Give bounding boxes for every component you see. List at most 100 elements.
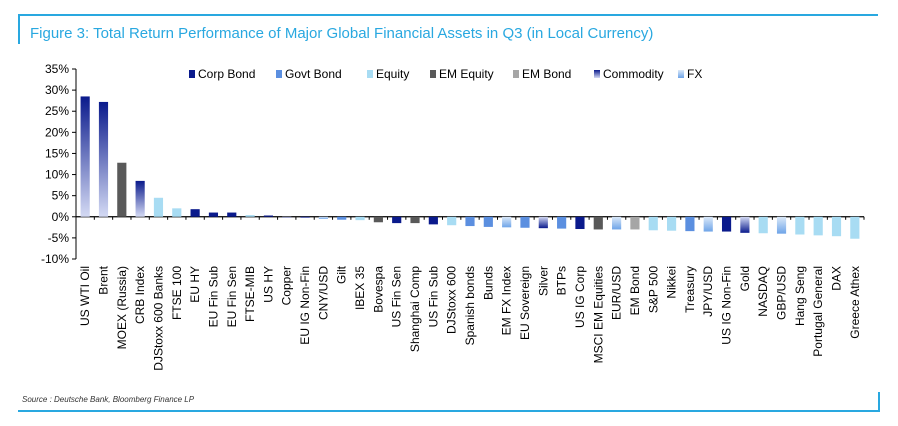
legend-swatch [430,70,436,78]
x-tick-label: Bunds [481,266,495,300]
x-tick-label: GBP/USD [775,266,789,320]
x-tick-label: IBEX 35 [353,266,367,310]
title-side-rule [18,14,20,44]
x-tick-label: EM Bond [628,266,642,315]
legend-swatch [367,70,373,78]
bar-shanghai-comp [410,216,420,224]
x-tick-label: EUR/USD [610,266,624,320]
bar-eu-ig-non-fin [300,216,310,218]
bar-em-bond [630,216,640,230]
bar-bunds [483,216,493,227]
x-tick-label: EM FX Index [500,266,514,335]
x-tick-label: DAX [830,266,844,291]
bar-us-fin-sen [392,216,402,224]
y-tick-label: 25% [45,104,69,118]
x-tick-label: US IG Non-Fin [720,266,734,345]
y-tick-label: 35% [45,62,69,76]
x-tick-label: Nikkei [665,266,679,299]
bar-btps [557,216,567,229]
bar-nikkei [667,216,677,231]
bar-copper [282,216,292,218]
bar-djstoxx-600-banks [153,197,164,217]
figure-title: Figure 3: Total Return Performance of Ma… [30,25,654,42]
title-rule [18,14,878,16]
legend-label: FX [687,67,702,81]
y-tick-label: -5% [48,231,70,245]
y-tick-label: 10% [45,168,69,182]
footer-side-rule [878,392,880,412]
bar-us-ig-non-fin [721,216,732,232]
legend-swatch [594,70,600,78]
x-tick-label: Hang Seng [793,266,807,326]
bar-eu-hy [190,209,200,217]
bar-jpy-usd [703,216,713,232]
bar-portugal-general [813,216,823,236]
bar-eu-fin-sub [208,212,219,217]
bar-gilt [337,216,347,220]
bar-eu-sovereign [520,216,530,228]
bar-us-hy [263,215,273,217]
bar-treasury [685,216,695,232]
x-tick-label: Gilt [335,265,349,284]
bar-gbp-usd [776,216,787,234]
x-tick-label: MOEX (Russia) [115,266,129,349]
x-tick-label: Brent [96,265,110,294]
x-tick-label: DJStoxx 600 [445,266,459,334]
x-tick-label: Silver [536,266,550,296]
x-tick-label: US Fin Sub [426,266,440,328]
legend-swatch [513,70,519,78]
x-tick-label: US IG Corp [573,266,587,328]
y-tick-label: 15% [45,146,69,160]
legend-swatch [189,70,195,78]
y-tick-label: 30% [45,83,69,97]
x-tick-label: US Fin Sen [390,266,404,327]
bar-greece-athex [850,216,860,239]
legend-label: Commodity [603,67,664,81]
bar-brent [98,101,109,217]
legend-label: EM Equity [439,67,494,81]
x-tick-label: Spanish bonds [463,266,477,345]
bar-dax [831,216,842,237]
x-tick-label: JPY/USD [701,266,715,317]
y-tick-label: 0% [52,210,70,224]
x-tick-label: EU Sovereign [518,266,532,340]
x-tick-label: US HY [261,266,275,303]
x-tick-label: Gold [738,266,752,291]
bar-ibex-35 [355,216,365,221]
source-note: Source : Deutsche Bank, Bloomberg Financ… [22,395,195,404]
x-tick-label: Portugal General [811,266,825,357]
bar-hang-seng [795,216,805,235]
footer-rule [18,410,880,412]
bar-spanish-bonds [465,216,475,227]
x-tick-label: BTPs [555,266,569,295]
legend-label: Corp Bond [198,67,255,81]
x-tick-label: S&P 500 [646,266,660,313]
x-tick-label: Treasury [683,266,697,313]
bar-crb-index [135,180,145,217]
x-tick-label: FTSE 100 [170,266,184,320]
y-tick-label: 5% [52,189,70,203]
y-tick-label: 20% [45,125,69,139]
bar-bovespa [373,216,383,223]
y-tick-label: -10% [41,252,69,266]
x-tick-label: MSCI EM Equities [591,266,605,363]
bar-em-fx-index [502,216,512,228]
bar-djstoxx-600 [447,216,457,226]
x-tick-label: CRB Index [133,266,147,324]
legend-swatch [678,70,684,78]
x-tick-label: EU Fin Sub [206,266,220,328]
x-tick-label: DJStoxx 600 Banks [151,266,165,371]
x-tick-label: Bovespa [371,266,385,313]
x-tick-label: EU Fin Sen [225,266,239,327]
legend-swatch [276,70,282,78]
x-tick-label: EU IG Non-Fin [298,266,312,345]
x-tick-label: Copper [280,266,294,305]
bar-us-wti-oil [80,96,90,217]
x-tick-label: EU HY [188,266,202,303]
bar-gold [740,216,750,233]
x-tick-label: Greece Athex [848,266,862,339]
bar-us-ig-corp [575,216,585,230]
bar-ftse-100 [172,208,182,217]
